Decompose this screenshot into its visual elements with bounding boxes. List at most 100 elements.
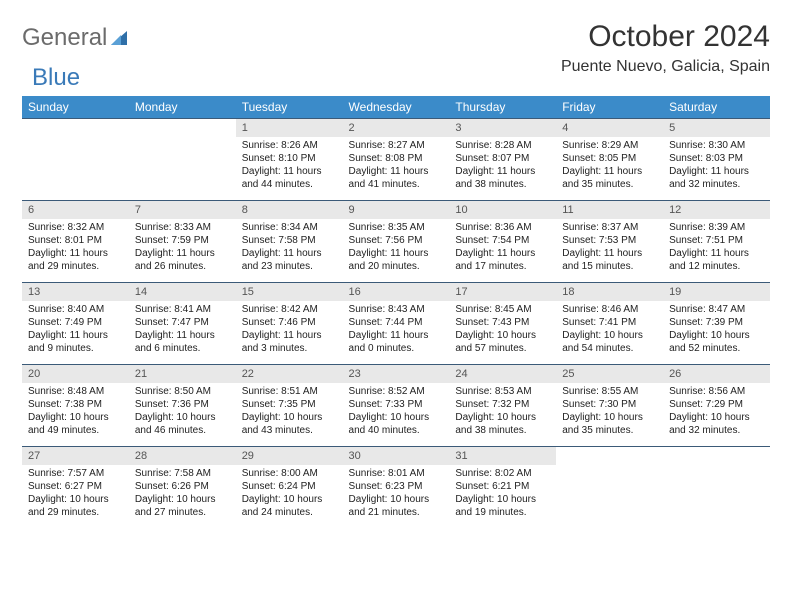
calendar-day-cell: 27Sunrise: 7:57 AMSunset: 6:27 PMDayligh… <box>22 447 129 529</box>
daylight-text: Daylight: 11 hours and 9 minutes. <box>28 329 123 355</box>
daylight-text: Daylight: 11 hours and 38 minutes. <box>455 165 550 191</box>
day-details: Sunrise: 8:01 AMSunset: 6:23 PMDaylight:… <box>343 465 450 521</box>
day-number: 2 <box>343 119 450 137</box>
sunrise-text: Sunrise: 8:41 AM <box>135 303 230 316</box>
day-number: 18 <box>556 283 663 301</box>
day-details: Sunrise: 8:36 AMSunset: 7:54 PMDaylight:… <box>449 219 556 275</box>
calendar-day-cell: 6Sunrise: 8:32 AMSunset: 8:01 PMDaylight… <box>22 201 129 283</box>
daylight-text: Daylight: 11 hours and 6 minutes. <box>135 329 230 355</box>
sunset-text: Sunset: 7:49 PM <box>28 316 123 329</box>
daylight-text: Daylight: 10 hours and 40 minutes. <box>349 411 444 437</box>
day-number: 19 <box>663 283 770 301</box>
sunset-text: Sunset: 7:41 PM <box>562 316 657 329</box>
daylight-text: Daylight: 10 hours and 29 minutes. <box>28 493 123 519</box>
calendar-day-cell <box>556 447 663 529</box>
day-details: Sunrise: 8:00 AMSunset: 6:24 PMDaylight:… <box>236 465 343 521</box>
calendar-week-row: 20Sunrise: 8:48 AMSunset: 7:38 PMDayligh… <box>22 365 770 447</box>
day-details: Sunrise: 8:51 AMSunset: 7:35 PMDaylight:… <box>236 383 343 439</box>
calendar-day-cell: 29Sunrise: 8:00 AMSunset: 6:24 PMDayligh… <box>236 447 343 529</box>
calendar-day-cell: 26Sunrise: 8:56 AMSunset: 7:29 PMDayligh… <box>663 365 770 447</box>
day-details: Sunrise: 8:41 AMSunset: 7:47 PMDaylight:… <box>129 301 236 357</box>
day-number: 1 <box>236 119 343 137</box>
sunrise-text: Sunrise: 7:58 AM <box>135 467 230 480</box>
sunrise-text: Sunrise: 8:37 AM <box>562 221 657 234</box>
day-details: Sunrise: 8:37 AMSunset: 7:53 PMDaylight:… <box>556 219 663 275</box>
sunset-text: Sunset: 7:29 PM <box>669 398 764 411</box>
calendar-day-cell: 31Sunrise: 8:02 AMSunset: 6:21 PMDayligh… <box>449 447 556 529</box>
day-details: Sunrise: 8:55 AMSunset: 7:30 PMDaylight:… <box>556 383 663 439</box>
day-details: Sunrise: 8:27 AMSunset: 8:08 PMDaylight:… <box>343 137 450 193</box>
day-details: Sunrise: 7:57 AMSunset: 6:27 PMDaylight:… <box>22 465 129 521</box>
day-number: 29 <box>236 447 343 465</box>
daylight-text: Daylight: 11 hours and 35 minutes. <box>562 165 657 191</box>
weekday-header: Saturday <box>663 96 770 119</box>
sunset-text: Sunset: 7:53 PM <box>562 234 657 247</box>
sunset-text: Sunset: 8:08 PM <box>349 152 444 165</box>
daylight-text: Daylight: 10 hours and 24 minutes. <box>242 493 337 519</box>
daylight-text: Daylight: 10 hours and 46 minutes. <box>135 411 230 437</box>
daylight-text: Daylight: 11 hours and 3 minutes. <box>242 329 337 355</box>
day-details: Sunrise: 8:46 AMSunset: 7:41 PMDaylight:… <box>556 301 663 357</box>
day-details: Sunrise: 8:45 AMSunset: 7:43 PMDaylight:… <box>449 301 556 357</box>
calendar-day-cell: 23Sunrise: 8:52 AMSunset: 7:33 PMDayligh… <box>343 365 450 447</box>
day-number: 4 <box>556 119 663 137</box>
sunset-text: Sunset: 8:05 PM <box>562 152 657 165</box>
sunset-text: Sunset: 7:32 PM <box>455 398 550 411</box>
calendar-day-cell: 2Sunrise: 8:27 AMSunset: 8:08 PMDaylight… <box>343 119 450 201</box>
calendar-day-cell: 13Sunrise: 8:40 AMSunset: 7:49 PMDayligh… <box>22 283 129 365</box>
day-details: Sunrise: 8:30 AMSunset: 8:03 PMDaylight:… <box>663 137 770 193</box>
day-number: 14 <box>129 283 236 301</box>
day-number: 20 <box>22 365 129 383</box>
calendar-day-cell: 5Sunrise: 8:30 AMSunset: 8:03 PMDaylight… <box>663 119 770 201</box>
sunrise-text: Sunrise: 8:55 AM <box>562 385 657 398</box>
sunset-text: Sunset: 7:43 PM <box>455 316 550 329</box>
sunset-text: Sunset: 6:27 PM <box>28 480 123 493</box>
day-number: 27 <box>22 447 129 465</box>
calendar-day-cell: 24Sunrise: 8:53 AMSunset: 7:32 PMDayligh… <box>449 365 556 447</box>
sunrise-text: Sunrise: 8:52 AM <box>349 385 444 398</box>
weekday-header: Tuesday <box>236 96 343 119</box>
calendar-day-cell: 4Sunrise: 8:29 AMSunset: 8:05 PMDaylight… <box>556 119 663 201</box>
day-number: 17 <box>449 283 556 301</box>
sunrise-text: Sunrise: 8:45 AM <box>455 303 550 316</box>
sunset-text: Sunset: 6:21 PM <box>455 480 550 493</box>
sunrise-text: Sunrise: 8:27 AM <box>349 139 444 152</box>
day-number: 12 <box>663 201 770 219</box>
daylight-text: Daylight: 11 hours and 17 minutes. <box>455 247 550 273</box>
sunset-text: Sunset: 7:35 PM <box>242 398 337 411</box>
sunset-text: Sunset: 7:58 PM <box>242 234 337 247</box>
daylight-text: Daylight: 11 hours and 15 minutes. <box>562 247 657 273</box>
day-number: 30 <box>343 447 450 465</box>
daylight-text: Daylight: 11 hours and 23 minutes. <box>242 247 337 273</box>
calendar-day-cell: 15Sunrise: 8:42 AMSunset: 7:46 PMDayligh… <box>236 283 343 365</box>
calendar-day-cell: 21Sunrise: 8:50 AMSunset: 7:36 PMDayligh… <box>129 365 236 447</box>
brand-part2: Blue <box>32 64 80 92</box>
day-details: Sunrise: 8:47 AMSunset: 7:39 PMDaylight:… <box>663 301 770 357</box>
sunrise-text: Sunrise: 8:39 AM <box>669 221 764 234</box>
sunset-text: Sunset: 8:10 PM <box>242 152 337 165</box>
day-number: 26 <box>663 365 770 383</box>
sunset-text: Sunset: 7:33 PM <box>349 398 444 411</box>
calendar-week-row: 1Sunrise: 8:26 AMSunset: 8:10 PMDaylight… <box>22 119 770 201</box>
day-details: Sunrise: 8:42 AMSunset: 7:46 PMDaylight:… <box>236 301 343 357</box>
weekday-header: Thursday <box>449 96 556 119</box>
day-details: Sunrise: 8:39 AMSunset: 7:51 PMDaylight:… <box>663 219 770 275</box>
calendar-week-row: 13Sunrise: 8:40 AMSunset: 7:49 PMDayligh… <box>22 283 770 365</box>
daylight-text: Daylight: 11 hours and 20 minutes. <box>349 247 444 273</box>
daylight-text: Daylight: 11 hours and 29 minutes. <box>28 247 123 273</box>
sunrise-text: Sunrise: 8:35 AM <box>349 221 444 234</box>
daylight-text: Daylight: 11 hours and 12 minutes. <box>669 247 764 273</box>
sunset-text: Sunset: 7:54 PM <box>455 234 550 247</box>
weekday-header: Friday <box>556 96 663 119</box>
sunrise-text: Sunrise: 7:57 AM <box>28 467 123 480</box>
sunset-text: Sunset: 7:46 PM <box>242 316 337 329</box>
daylight-text: Daylight: 11 hours and 44 minutes. <box>242 165 337 191</box>
calendar-day-cell: 9Sunrise: 8:35 AMSunset: 7:56 PMDaylight… <box>343 201 450 283</box>
calendar-day-cell: 22Sunrise: 8:51 AMSunset: 7:35 PMDayligh… <box>236 365 343 447</box>
daylight-text: Daylight: 11 hours and 0 minutes. <box>349 329 444 355</box>
day-details: Sunrise: 8:52 AMSunset: 7:33 PMDaylight:… <box>343 383 450 439</box>
day-details: Sunrise: 8:50 AMSunset: 7:36 PMDaylight:… <box>129 383 236 439</box>
sunrise-text: Sunrise: 8:53 AM <box>455 385 550 398</box>
day-details: Sunrise: 8:43 AMSunset: 7:44 PMDaylight:… <box>343 301 450 357</box>
sunrise-text: Sunrise: 8:01 AM <box>349 467 444 480</box>
